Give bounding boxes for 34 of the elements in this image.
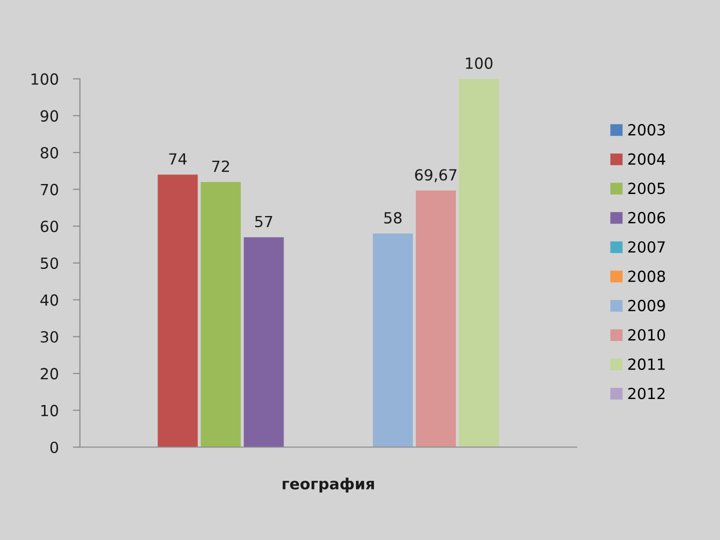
legend-label: 2003 [628, 124, 665, 136]
legend-label: 2010 [628, 329, 666, 341]
y-tick-label: 50 [40, 257, 58, 269]
y-tick-label: 10 [41, 404, 58, 416]
bar [200, 182, 241, 448]
y-tick-label: 40 [40, 294, 58, 306]
legend-label: 2006 [628, 212, 666, 224]
y-tick-label: 0 [50, 442, 58, 454]
data-label: 72 [212, 160, 229, 172]
y-tick-label: 60 [40, 220, 58, 232]
x-tick-label: география [282, 478, 374, 492]
legend-label: 2008 [628, 270, 665, 282]
legend-label: 2004 [628, 153, 666, 165]
y-tick-label: 90 [40, 110, 58, 122]
legend-label: 2011 [628, 358, 665, 370]
data-label: 100 [466, 57, 492, 69]
y-tick-label: 20 [40, 368, 58, 380]
data-label: 57 [255, 216, 272, 228]
y-tick-label: 70 [40, 184, 58, 196]
bar [158, 174, 198, 448]
legend-label: 2005 [628, 182, 665, 194]
bar [372, 234, 413, 448]
data-label: 69,67 [415, 169, 456, 182]
legend-label: 2007 [628, 241, 665, 253]
y-tick-label: 30 [40, 331, 58, 343]
bar [244, 237, 284, 448]
data-label: 74 [169, 153, 187, 164]
bar [458, 78, 499, 448]
legend-label: 2012 [628, 388, 664, 400]
bar [416, 190, 456, 448]
y-tick-label: 100 [32, 73, 58, 85]
y-tick-label: 80 [40, 146, 58, 159]
data-label: 58 [384, 212, 402, 224]
legend-label: 2009 [628, 300, 665, 312]
